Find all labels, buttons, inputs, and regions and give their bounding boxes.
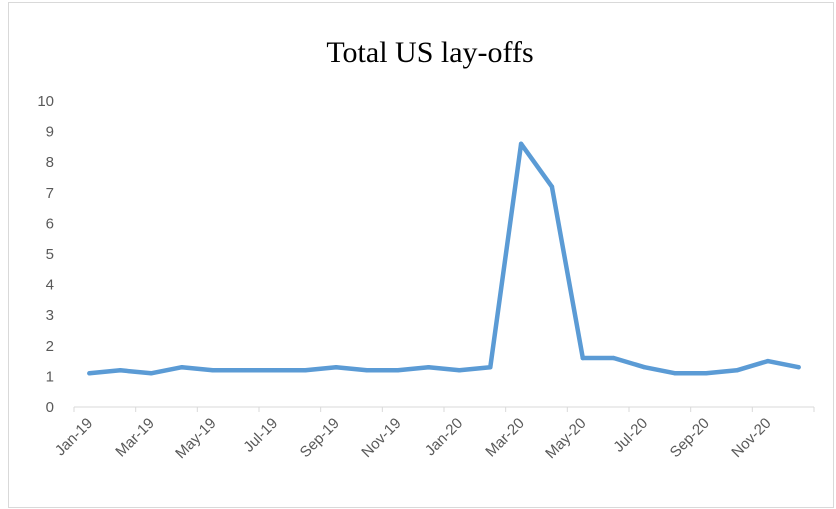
data-point (395, 368, 400, 373)
x-tick-label: Nov-20 (728, 415, 774, 461)
x-tick-label: Nov-19 (358, 415, 404, 461)
data-point (611, 355, 616, 361)
data-point (796, 365, 801, 370)
y-tick-label: 6 (46, 215, 54, 232)
y-tick-label: 10 (37, 93, 54, 110)
y-tick-label: 8 (46, 154, 54, 171)
x-tick-label: Mar-19 (112, 415, 158, 461)
x-tick-label: Sep-19 (297, 415, 343, 461)
data-point (488, 365, 493, 370)
data-point (642, 365, 647, 370)
x-tick-label: Jan-19 (52, 415, 96, 459)
data-point (148, 371, 154, 376)
y-tick-label: 4 (46, 277, 54, 294)
y-tick-label: 7 (46, 185, 54, 202)
data-point (179, 365, 185, 370)
data-point (272, 368, 277, 373)
x-tick-label: Mar-20 (482, 415, 528, 461)
y-tick-label: 1 (46, 368, 54, 385)
data-point (118, 368, 123, 373)
data-point (426, 365, 431, 370)
data-point (549, 184, 555, 189)
y-tick-label: 0 (46, 399, 54, 416)
x-tick-label: Jan-20 (422, 415, 466, 459)
chart-title: Total US lay-offs (326, 36, 533, 69)
y-tick-label: 3 (46, 307, 54, 324)
y-tick-label: 5 (46, 246, 54, 263)
data-point (734, 368, 740, 373)
series-layer (87, 141, 801, 376)
data-point (210, 368, 215, 373)
y-tick-label: 9 (46, 124, 54, 141)
data-point (303, 368, 308, 373)
data-point (765, 358, 770, 364)
data-point (87, 371, 92, 376)
x-tick-label: Jul-20 (610, 415, 651, 456)
data-point (457, 368, 462, 373)
data-point (580, 355, 585, 361)
series-line (87, 141, 801, 376)
data-point (703, 371, 709, 376)
x-tick-label: Sep-20 (667, 415, 713, 461)
data-point (518, 141, 524, 147)
x-axis-labels: Jan-19 Mar-19 May-19 Jul-19 Sep-19 Nov-19 Jan-… (52, 415, 775, 462)
data-point (333, 365, 339, 370)
data-point (241, 368, 246, 373)
x-tick-label: Jul-19 (240, 415, 281, 456)
x-axis (73, 406, 815, 412)
x-tick-label: May-19 (172, 415, 219, 462)
data-point (364, 368, 370, 373)
x-tick-label: May-20 (542, 415, 589, 462)
data-point (673, 371, 678, 376)
y-tick-label: 2 (46, 338, 54, 355)
y-axis-labels: 0 1 2 3 4 5 6 7 8 9 10 (37, 93, 54, 416)
chart-frame (8, 2, 834, 508)
